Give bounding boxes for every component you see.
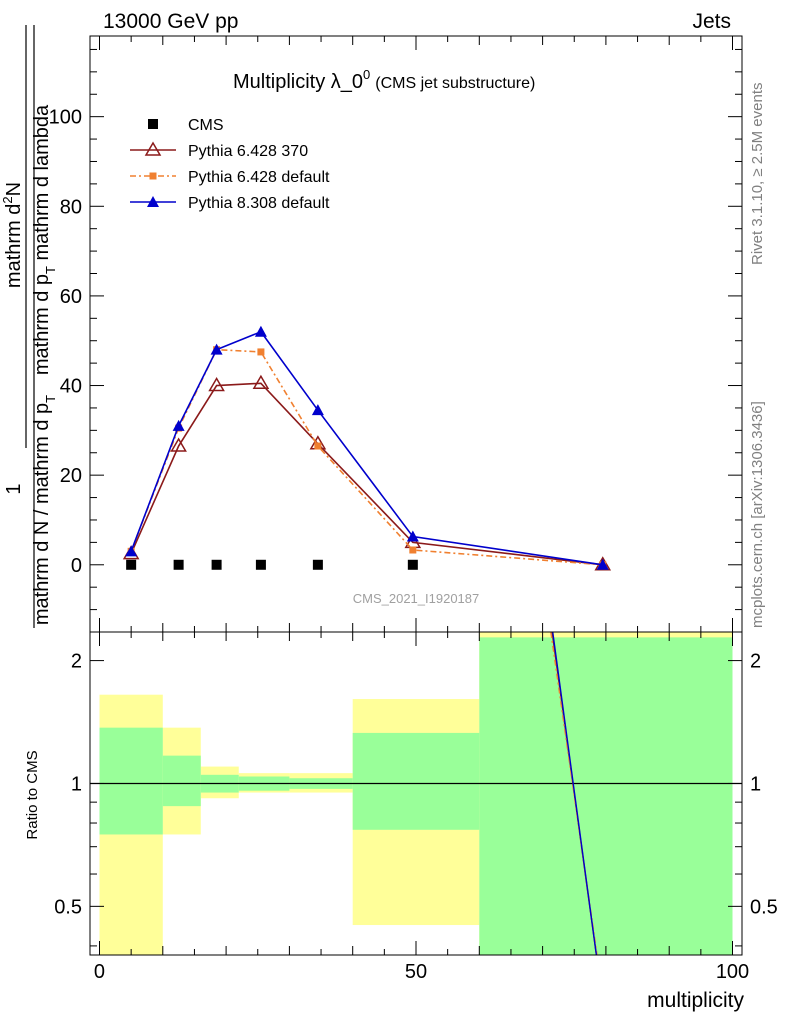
legend-label: Pythia 6.428 370 xyxy=(188,143,308,160)
ratio-series-line xyxy=(552,631,598,956)
data-point-square xyxy=(126,559,137,570)
ylabel-num-end: N xyxy=(3,182,25,196)
uncertainty-band-inner xyxy=(99,727,163,835)
ratio-y-tick-label-right: 2 xyxy=(750,651,761,673)
ratio-x-tick-label: 0 xyxy=(94,961,105,983)
header-left: 13000 GeV pp xyxy=(103,10,238,33)
ratio-plot: 0 50 100 0.5 0.5 1 1 2 2 Ratio to CMS multiplici… xyxy=(24,631,778,1012)
ylabel-denom-sub: T xyxy=(43,266,58,274)
ylabel-outer: mathrm d N / mathrm d pT xyxy=(31,395,58,625)
side-label-mcplots: mcplots.cern.ch [arXiv:1306.3436] xyxy=(749,401,766,628)
data-point-square xyxy=(312,559,323,570)
data-point-small-square xyxy=(314,442,322,450)
main-axis-ticks xyxy=(90,36,742,632)
ratio-y-axis-label: Ratio to CMS xyxy=(24,750,41,839)
ratio-y-tick-label-right: 0.5 xyxy=(750,896,778,918)
main-series-group xyxy=(122,325,612,571)
data-point-square xyxy=(407,559,418,570)
data-point-filled-triangle xyxy=(596,558,609,570)
legend-label: CMS xyxy=(188,117,224,134)
main-y-axis-label: 1 mathrm d2N mathrm d pT mathrm d lambda… xyxy=(0,25,58,628)
main-y-tick-label: 60 xyxy=(60,286,82,308)
series-2 xyxy=(127,346,607,569)
ylabel-prefix: 1 xyxy=(3,483,25,494)
ratio-y-tick-label-right: 1 xyxy=(750,773,761,795)
side-label-rivet: Rivet 3.1.10, ≥ 2.5M events xyxy=(749,83,766,266)
main-y-tick-label: 80 xyxy=(60,196,82,218)
ratio-axis-ticks xyxy=(90,632,742,955)
data-point-square xyxy=(173,559,184,570)
series-line xyxy=(130,348,603,566)
ratio-y-tick-label: 1 xyxy=(71,773,82,795)
series-1 xyxy=(122,374,612,571)
ratio-series-group xyxy=(550,631,598,956)
data-point-open-triangle xyxy=(170,437,187,452)
data-point-open-triangle xyxy=(144,141,162,156)
main-y-tick-label: 100 xyxy=(49,107,82,129)
data-point-square xyxy=(211,559,222,570)
data-point-small-square xyxy=(149,172,157,180)
ylabel-num-sup: 2 xyxy=(0,196,15,203)
ylabel-num-text: mathrm d xyxy=(3,204,25,288)
data-point-filled-triangle xyxy=(125,545,138,557)
data-point-square xyxy=(148,119,158,129)
data-point-filled-triangle xyxy=(311,404,324,416)
data-point-open-triangle xyxy=(252,374,270,390)
main-subtitle: (CMS jet substructure) xyxy=(375,75,535,92)
data-point-filled-triangle xyxy=(172,419,185,431)
legend-label: Pythia 8.308 default xyxy=(188,195,330,212)
main-y-tick-label: 0 xyxy=(71,555,82,577)
ratio-frame xyxy=(89,631,743,956)
series-0 xyxy=(126,559,418,570)
watermark: CMS_2021_I1920187 xyxy=(353,591,480,606)
legend-label: Pythia 6.428 default xyxy=(188,169,330,186)
data-point-filled-triangle xyxy=(254,325,267,337)
data-point-square xyxy=(255,559,266,570)
main-title: Multiplicity λ_00 (CMS jet substructure) xyxy=(233,67,535,93)
ratio-x-tick-label: 100 xyxy=(716,961,749,983)
series-line xyxy=(130,330,603,566)
data-point-filled-triangle xyxy=(210,343,223,355)
main-title-text: Multiplicity λ_0 xyxy=(233,71,363,93)
data-point-open-triangle xyxy=(208,377,225,392)
data-point-small-square xyxy=(409,546,417,554)
ratio-y-tick-label: 2 xyxy=(71,651,82,673)
series-3 xyxy=(125,325,609,570)
legend: CMS Pythia 6.428 370 Pythia 6.428 default P… xyxy=(130,117,330,212)
series-line xyxy=(130,382,603,566)
ratio-y-tick-label: 0.5 xyxy=(54,896,82,918)
data-point-filled-triangle xyxy=(147,196,159,207)
ylabel-outer-sub: T xyxy=(43,395,58,403)
main-title-superscript: 0 xyxy=(363,67,370,82)
main-y-tick-label: 40 xyxy=(60,376,82,398)
ylabel-denominator: mathrm d pT mathrm d lambda xyxy=(31,104,58,375)
ylabel-numerator: mathrm d2N xyxy=(0,182,25,288)
uncertainty-band-inner xyxy=(162,755,201,807)
ylabel-outer-text: mathrm d N / mathrm d p xyxy=(31,403,53,625)
data-point-filled-triangle xyxy=(406,530,419,542)
ratio-x-tick-label: 50 xyxy=(405,961,427,983)
ratio-bands xyxy=(90,632,742,955)
ylabel-denom-text: mathrm d p xyxy=(31,274,53,375)
ylabel-denom-end: mathrm d lambda xyxy=(31,104,53,266)
x-axis-label: multiplicity xyxy=(647,989,744,1012)
uncertainty-band-inner xyxy=(352,732,480,830)
main-tick-labels: 0 20 40 60 80 100 xyxy=(49,107,82,577)
main-y-tick-label: 20 xyxy=(60,465,82,487)
data-point-small-square xyxy=(257,348,265,356)
uncertainty-band-inner xyxy=(479,637,733,955)
header-right: Jets xyxy=(692,10,731,33)
ratio-tick-labels: 0 50 100 0.5 0.5 1 1 2 2 xyxy=(54,651,778,983)
